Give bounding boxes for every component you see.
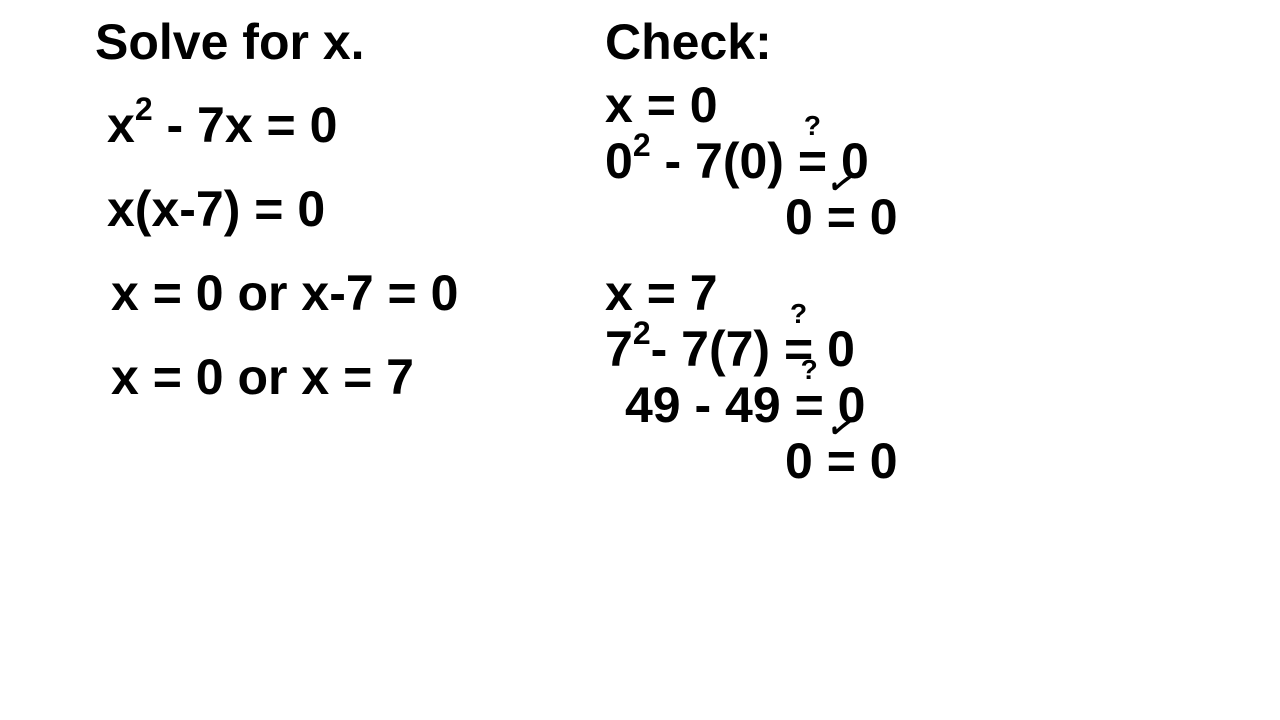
solve-step-1-b: - 7x = 0 bbox=[153, 97, 338, 153]
question-mark-icon: ? bbox=[801, 356, 818, 384]
rhs: 0 bbox=[856, 433, 898, 489]
solve-step-4-text: x = 0 or x = 7 bbox=[111, 349, 414, 405]
check-case0-line2: 0 ✓= 0 bbox=[605, 192, 1205, 242]
check-case0-line1: 02 - 7(0) ?= 0 bbox=[605, 136, 1205, 186]
check-mark-icon: ✓ bbox=[825, 411, 857, 446]
lhs-b: 49 - 49 bbox=[625, 377, 795, 433]
solve-step-4: x = 0 or x = 7 bbox=[111, 352, 595, 402]
equals-with-mark: ?= bbox=[798, 136, 827, 186]
check-case7-line3: 0 ✓= 0 bbox=[605, 436, 1205, 486]
sup: 2 bbox=[633, 315, 651, 351]
lhs-a: 7 bbox=[605, 321, 633, 377]
lhs-b: 0 bbox=[785, 433, 827, 489]
equals-with-mark: ✓= bbox=[827, 192, 856, 242]
solve-title: Solve for x. bbox=[95, 15, 595, 70]
check-column: Check: x = 0 02 - 7(0) ?= 0 0 ✓= 0 x = 7… bbox=[605, 15, 1205, 492]
solve-step-1: x2 - 7x = 0 bbox=[107, 100, 595, 150]
page: Solve for x. x2 - 7x = 0 x(x-7) = 0 x = … bbox=[0, 0, 1280, 720]
solve-step-1-a: x bbox=[107, 97, 135, 153]
check-case7-line1: 72- 7(7) ?= 0 bbox=[605, 324, 1205, 374]
solve-step-2-text: x(x-7) = 0 bbox=[107, 181, 325, 237]
check-case7-line2: 49 - 49 ?= 0 bbox=[605, 380, 1205, 430]
sup: 2 bbox=[633, 127, 651, 163]
lhs-a: 0 bbox=[605, 133, 633, 189]
lhs-b: - 7(7) bbox=[651, 321, 784, 377]
solve-step-3: x = 0 or x-7 = 0 bbox=[111, 268, 595, 318]
rhs: 0 bbox=[813, 321, 855, 377]
question-mark-icon: ? bbox=[804, 112, 821, 140]
check-case0-label: x = 0 bbox=[605, 80, 1205, 130]
equals-with-mark: ?= bbox=[795, 380, 824, 430]
lhs-b: - 7(0) bbox=[651, 133, 798, 189]
rhs: 0 bbox=[856, 189, 898, 245]
check-case7-label: x = 7 bbox=[605, 268, 1205, 318]
lhs-b: 0 bbox=[785, 189, 827, 245]
question-mark-icon: ? bbox=[790, 300, 807, 328]
solve-step-3-text: x = 0 or x-7 = 0 bbox=[111, 265, 458, 321]
check-mark-icon: ✓ bbox=[825, 167, 857, 202]
equals-with-mark: ✓= bbox=[827, 436, 856, 486]
solve-column: Solve for x. x2 - 7x = 0 x(x-7) = 0 x = … bbox=[95, 15, 595, 436]
check-title: Check: bbox=[605, 15, 1205, 70]
solve-step-1-sup: 2 bbox=[135, 91, 153, 127]
solve-step-2: x(x-7) = 0 bbox=[107, 184, 595, 234]
